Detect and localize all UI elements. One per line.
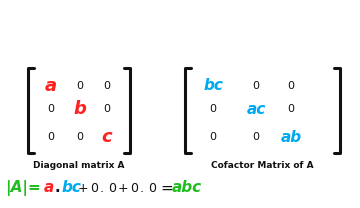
- Text: 0: 0: [148, 182, 156, 194]
- Text: 0: 0: [210, 132, 216, 142]
- Text: |A|=: |A|=: [5, 180, 41, 196]
- Text: .: .: [140, 182, 144, 194]
- Text: 0: 0: [288, 81, 294, 91]
- Text: bc: bc: [203, 78, 223, 94]
- Text: =: =: [160, 181, 173, 196]
- Text: bc: bc: [62, 181, 82, 196]
- Text: a: a: [45, 77, 57, 95]
- Text: Cofactor Matrix of A: Cofactor Matrix of A: [211, 161, 314, 171]
- Text: 0: 0: [76, 132, 84, 142]
- Text: abc: abc: [172, 181, 202, 196]
- Text: 0: 0: [76, 81, 84, 91]
- Text: 0: 0: [48, 132, 54, 142]
- Text: .: .: [100, 182, 104, 194]
- Text: Diagonal matrix A: Diagonal matrix A: [33, 161, 125, 171]
- Text: 0: 0: [48, 104, 54, 114]
- Text: ac: ac: [246, 102, 266, 117]
- Text: .: .: [54, 181, 60, 196]
- Text: 0: 0: [104, 81, 111, 91]
- Text: +: +: [118, 182, 129, 194]
- Text: ab: ab: [280, 130, 302, 145]
- Text: +: +: [78, 182, 89, 194]
- Text: 0: 0: [104, 104, 111, 114]
- Text: 0: 0: [130, 182, 138, 194]
- Text: 0: 0: [210, 104, 216, 114]
- Text: b: b: [73, 100, 86, 119]
- Text: 0: 0: [90, 182, 98, 194]
- Text: a: a: [44, 181, 54, 196]
- Text: 0: 0: [288, 104, 294, 114]
- Text: 0: 0: [252, 132, 260, 142]
- Text: 0: 0: [252, 81, 260, 91]
- Text: c: c: [102, 128, 112, 146]
- Text: 0: 0: [108, 182, 116, 194]
